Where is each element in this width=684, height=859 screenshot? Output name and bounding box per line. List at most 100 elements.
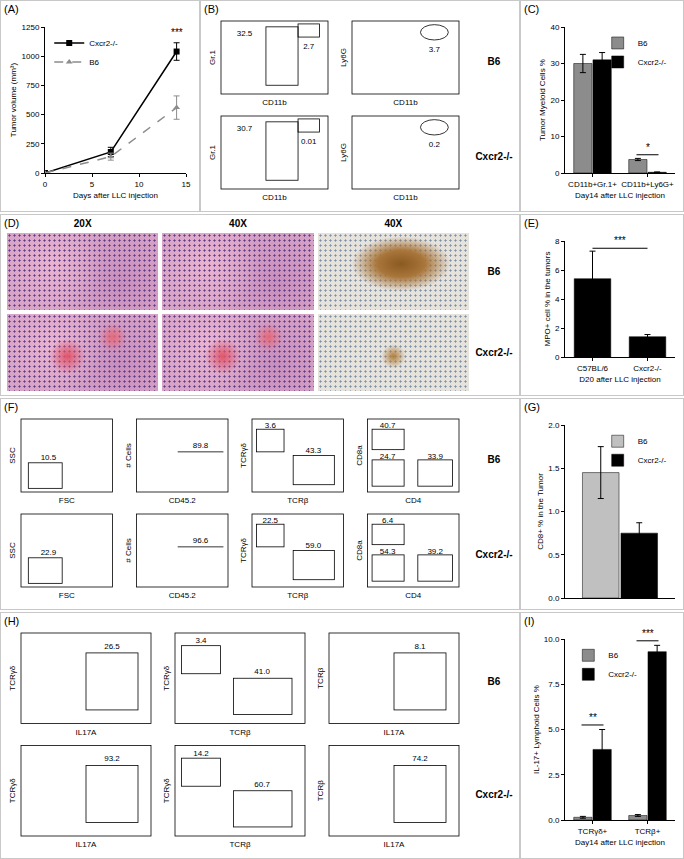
svg-text:1000: 1000 [22, 52, 40, 61]
svg-text:60.7: 60.7 [254, 780, 270, 789]
svg-text:B6: B6 [89, 58, 99, 67]
svg-text:CD45.2: CD45.2 [169, 496, 197, 505]
svg-text:32.5: 32.5 [237, 29, 253, 38]
svg-text:1.0: 1.0 [548, 507, 560, 516]
svg-text:10: 10 [135, 180, 144, 189]
svg-text:26.5: 26.5 [104, 642, 120, 651]
svg-text:0.2: 0.2 [429, 140, 441, 149]
svg-text:# Cells: # Cells [124, 443, 133, 467]
svg-text:Days after LLC injection: Days after LLC injection [73, 191, 158, 200]
svg-text:TCRβ: TCRβ [316, 667, 325, 688]
svg-text:2.7: 2.7 [303, 42, 315, 51]
svg-text:0: 0 [555, 353, 560, 362]
svg-text:SSC: SSC [8, 542, 17, 559]
svg-text:TCRγδ: TCRγδ [162, 665, 171, 690]
svg-text:TCRγδ: TCRγδ [8, 778, 17, 803]
svg-text:CD4: CD4 [405, 591, 422, 600]
svg-text:TCRγδ: TCRγδ [162, 778, 171, 803]
svg-text:10.0: 10.0 [544, 635, 560, 644]
svg-text:TCRβ: TCRβ [229, 840, 250, 849]
svg-text:750: 750 [26, 81, 40, 90]
svg-text:39.2: 39.2 [427, 547, 443, 556]
svg-text:FSC: FSC [59, 591, 75, 600]
svg-text:Tumor Myeloid Cells %: Tumor Myeloid Cells % [538, 59, 547, 141]
svg-text:6: 6 [555, 266, 560, 275]
svg-text:CD11b+Gr.1+: CD11b+Gr.1+ [568, 180, 617, 189]
svg-text:***: *** [614, 235, 626, 246]
svg-text:Cxcr2-/-: Cxcr2-/- [475, 151, 512, 162]
svg-text:Cxcr2-/-: Cxcr2-/- [608, 670, 637, 679]
svg-text:500: 500 [26, 110, 40, 119]
svg-text:Ly6G: Ly6G [339, 48, 348, 67]
svg-text:IL17A: IL17A [76, 840, 98, 849]
svg-text:# Cells: # Cells [124, 538, 133, 562]
svg-text:96.6: 96.6 [193, 536, 209, 545]
svg-text:CD11b: CD11b [262, 193, 287, 202]
svg-text:24.7: 24.7 [380, 452, 396, 461]
svg-text:D20 after LLC injection: D20 after LLC injection [579, 375, 660, 384]
svg-text:B6: B6 [638, 437, 648, 446]
svg-text:*: * [646, 142, 650, 153]
svg-text:MPO+ cell % in the tumors: MPO+ cell % in the tumors [543, 252, 552, 347]
svg-text:Day14 after LLC injection: Day14 after LLC injection [575, 838, 665, 847]
svg-text:40: 40 [550, 23, 559, 32]
svg-text:4: 4 [555, 295, 560, 304]
svg-text:TCRγδ+: TCRγδ+ [578, 827, 608, 836]
svg-text:3.6: 3.6 [265, 421, 277, 430]
svg-text:8: 8 [555, 237, 560, 246]
svg-text:Cxcr2-/-: Cxcr2-/- [475, 549, 512, 560]
svg-text:TCRβ: TCRβ [287, 496, 308, 505]
svg-text:TCRγδ: TCRγδ [239, 538, 248, 563]
svg-text:93.2: 93.2 [104, 754, 120, 763]
svg-text:CD45.2: CD45.2 [169, 591, 197, 600]
svg-text:89.8: 89.8 [193, 441, 209, 450]
svg-text:SSC: SSC [8, 447, 17, 464]
svg-text:CD8a: CD8a [355, 540, 364, 561]
svg-text:2.0: 2.0 [548, 421, 560, 430]
svg-text:Cxcr2-/-: Cxcr2-/- [475, 789, 512, 800]
svg-text:Ly6G: Ly6G [339, 143, 348, 162]
svg-text:Gr.1: Gr.1 [208, 49, 217, 65]
svg-text:0: 0 [555, 169, 560, 178]
svg-text:20: 20 [550, 96, 559, 105]
svg-text:30: 30 [550, 59, 559, 68]
svg-text:CD8+ % in the Tumor: CD8+ % in the Tumor [536, 473, 545, 550]
svg-text:0.01: 0.01 [301, 137, 317, 146]
svg-text:7.5: 7.5 [548, 680, 560, 689]
svg-text:CD11b: CD11b [262, 98, 287, 107]
svg-text:TCRβ+: TCRβ+ [635, 827, 661, 836]
svg-text:3.4: 3.4 [195, 636, 207, 645]
svg-text:5.0: 5.0 [548, 725, 560, 734]
svg-text:C57BL/6: C57BL/6 [577, 364, 609, 373]
svg-text:54.3: 54.3 [380, 547, 396, 556]
svg-text:6.4: 6.4 [382, 516, 394, 525]
svg-text:59.0: 59.0 [306, 541, 322, 550]
svg-text:33.9: 33.9 [427, 452, 443, 461]
svg-text:IL-17+ Lymphoid Cells %: IL-17+ Lymphoid Cells % [532, 685, 541, 774]
svg-text:CD11b: CD11b [393, 98, 418, 107]
svg-text:Cxcr2-/-: Cxcr2-/- [89, 39, 118, 48]
svg-text:2: 2 [555, 324, 560, 333]
svg-text:74.2: 74.2 [412, 754, 428, 763]
svg-text:0.0: 0.0 [548, 594, 560, 603]
svg-text:Cxcr2-/-: Cxcr2-/- [633, 364, 662, 373]
svg-text:IL17A: IL17A [76, 728, 98, 737]
svg-text:***: *** [171, 27, 183, 38]
svg-text:***: *** [642, 628, 654, 639]
svg-text:10.5: 10.5 [41, 453, 57, 462]
svg-text:2.5: 2.5 [548, 771, 560, 780]
svg-text:TCRγδ: TCRγδ [8, 665, 17, 690]
svg-text:B6: B6 [488, 676, 501, 687]
svg-text:TCRβ: TCRβ [316, 780, 325, 801]
svg-text:B6: B6 [608, 651, 618, 660]
svg-text:**: ** [589, 712, 597, 723]
svg-text:Tumor volume (mm³): Tumor volume (mm³) [9, 62, 18, 137]
svg-text:TCRβ: TCRβ [229, 728, 250, 737]
svg-text:3.7: 3.7 [429, 45, 441, 54]
svg-text:B6: B6 [488, 56, 501, 67]
svg-text:43.3: 43.3 [306, 446, 322, 455]
svg-text:0.0: 0.0 [548, 816, 560, 825]
svg-text:CD8a: CD8a [355, 445, 364, 466]
svg-text:1.5: 1.5 [548, 464, 560, 473]
svg-text:CD4: CD4 [405, 496, 422, 505]
